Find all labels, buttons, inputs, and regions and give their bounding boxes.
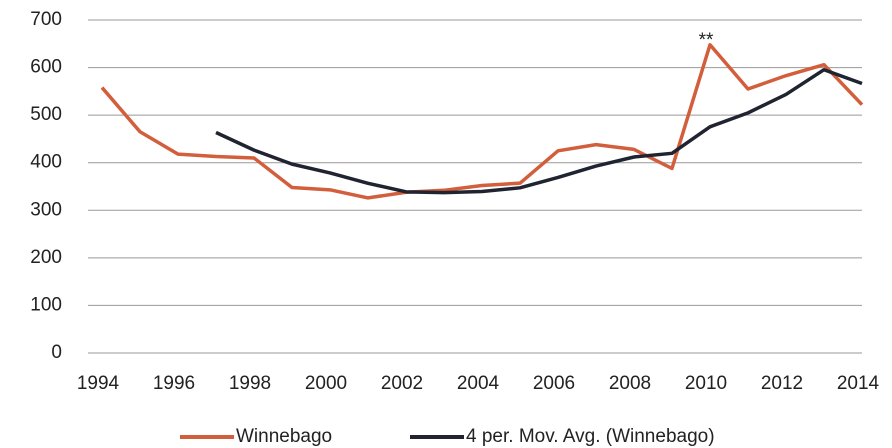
y-tick-label: 0 (51, 342, 62, 363)
x-tick-label: 2004 (457, 373, 500, 394)
x-tick-label: 2010 (685, 373, 727, 394)
y-tick-label: 300 (30, 199, 62, 220)
y-tick-label: 200 (30, 247, 62, 268)
y-tick-label: 700 (30, 9, 62, 30)
y-tick-label: 100 (30, 294, 62, 315)
x-tick-label: 2008 (609, 373, 651, 394)
x-tick-label: 2014 (837, 373, 880, 394)
legend-label: 4 per. Mov. Avg. (Winnebago) (466, 426, 715, 447)
x-tick-label: 1996 (153, 373, 195, 394)
x-tick-label: 2012 (761, 373, 803, 394)
legend-label: Winnebago (236, 426, 332, 447)
x-tick-label: 2006 (533, 373, 575, 394)
series-line (215, 67, 863, 195)
x-tick-label: 2002 (381, 373, 423, 394)
y-tick-label: 400 (30, 152, 62, 173)
x-tick-label: 1998 (229, 373, 271, 394)
annotation: ** (699, 30, 714, 51)
x-tick-label: 1994 (77, 373, 120, 394)
y-tick-label: 600 (30, 57, 62, 78)
x-tick-label: 2000 (305, 373, 347, 394)
series-line (100, 42, 864, 200)
y-tick-label: 500 (30, 104, 62, 125)
